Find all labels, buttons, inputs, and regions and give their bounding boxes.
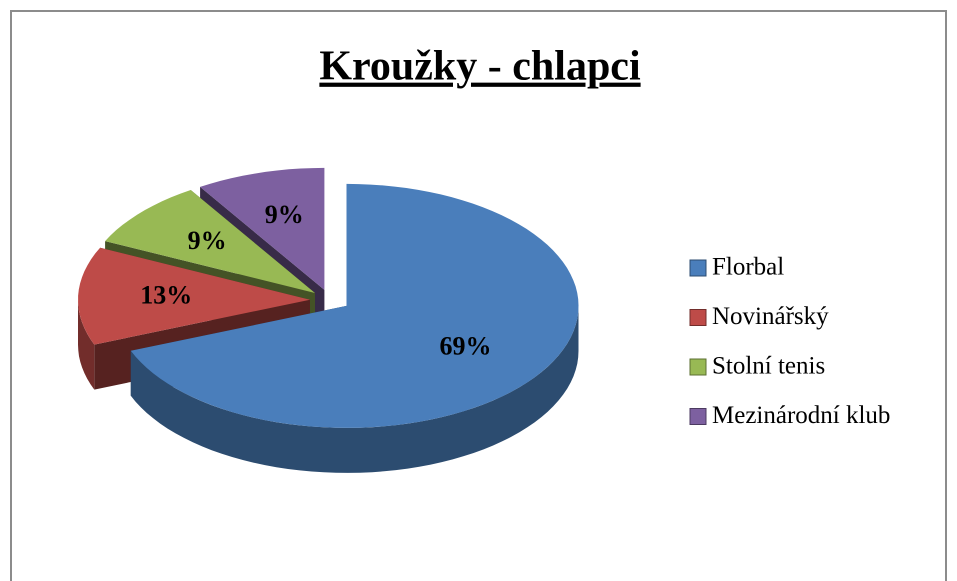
slice-top [130, 183, 579, 428]
legend-swatch [689, 408, 707, 425]
data-label: 9% [188, 226, 227, 255]
slice-top [78, 247, 310, 345]
legend-label: Florbal [712, 254, 784, 281]
data-label: 9% [265, 200, 304, 229]
legend-label: Novinářský [712, 303, 829, 330]
chart-border [10, 10, 947, 581]
legend-swatch [689, 259, 707, 277]
legend-swatch [689, 309, 707, 326]
slice-top [105, 190, 315, 293]
pie-slice [130, 183, 579, 473]
data-label: 13% [140, 280, 192, 309]
chart-title: Kroužky - chlapci [319, 44, 641, 90]
data-label: 69% [440, 331, 492, 360]
slice-top [200, 167, 325, 290]
slice-side [130, 305, 579, 473]
legend-label: Mezinárodní klub [712, 402, 890, 429]
slice-side [78, 299, 95, 390]
legend-swatch [689, 358, 707, 376]
legend-label: Stolní tenis [712, 353, 825, 380]
